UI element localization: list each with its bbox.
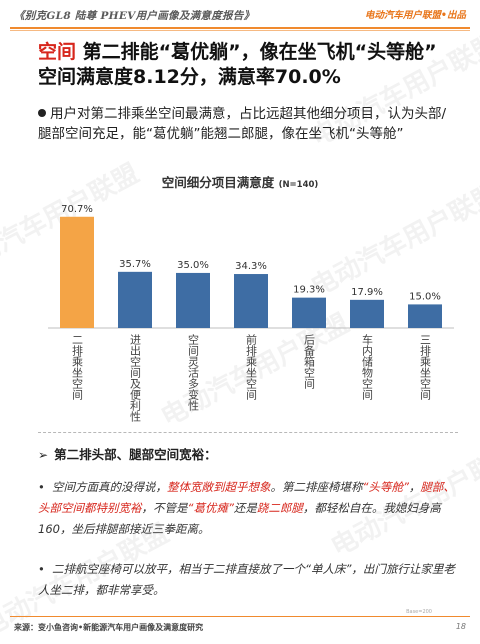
bar-value-label: 35.7% <box>119 259 151 270</box>
bar <box>234 274 268 328</box>
quote-highlight: 整体宽敞到超乎想象 <box>167 480 271 494</box>
report-title: 《别克GL8 陆尊 PHEV用户画像及满意度报告》 <box>14 10 255 22</box>
section-heading: ➢ 第二排头部、腿部空间宽裕： <box>38 444 217 463</box>
quote-highlight: 跷二郎腿 <box>256 501 303 515</box>
bullet-dot-icon <box>38 109 46 117</box>
header-rule <box>10 27 470 29</box>
arrow-bullet-icon: ➢ <box>38 448 49 462</box>
page-number: 18 <box>455 622 466 631</box>
category-label: 车内储物空间 <box>361 333 374 401</box>
category-label: 前排乘坐空间 <box>245 333 258 401</box>
category-label: 二排乘坐空间 <box>71 334 84 401</box>
intro-paragraph: 用户对第二排乘坐空间最满意，占比远超其他细分项目，认为头部/腿部空间充足，能“葛… <box>38 104 458 144</box>
bar-value-label: 35.0% <box>177 260 209 271</box>
footer-source: 来源：变小鱼咨询•新能源汽车用户画像及满意度研究 <box>14 623 204 632</box>
quote-text: ， <box>408 480 421 494</box>
bar <box>292 297 326 328</box>
title-line2: 空间满意度8.12分，满意率70.0% <box>38 66 341 88</box>
footer-mark: Base=200 <box>406 609 432 615</box>
page-title: 空间 第二排能“葛优躺”，像在坐飞机“头等舱” 空间满意度8.12分，满意率70… <box>38 40 468 90</box>
bar-value-label: 19.3% <box>293 285 325 296</box>
bullet-icon: • <box>38 562 45 576</box>
section-divider <box>38 432 458 433</box>
footer-rule <box>10 616 470 617</box>
quote-highlight: “头等舱” <box>362 480 409 494</box>
quote-highlight: 腿部、头部空间都特别宽裕 <box>38 480 455 515</box>
bar-value-label: 34.3% <box>235 261 267 272</box>
bar-value-label: 70.7% <box>61 204 93 215</box>
header-rule-thin <box>10 30 470 31</box>
bar <box>60 216 94 328</box>
chart-title-text: 空间细分项目满意度 <box>161 175 275 190</box>
bar <box>176 272 210 328</box>
category-label: 后备箱空间 <box>303 334 316 390</box>
chart-title-note: (N=140) <box>278 180 319 190</box>
quote-highlight: “葛优瘫” <box>187 501 234 515</box>
bar-value-label: 17.9% <box>351 287 383 298</box>
bullet-icon: • <box>38 480 45 494</box>
title-highlight: 空间 <box>38 41 77 63</box>
intro-text: 用户对第二排乘坐空间最满意，占比远超其他细分项目，认为头部/腿部空间充足，能“葛… <box>38 106 447 142</box>
quote-text: 还是 <box>233 501 257 515</box>
bar <box>408 304 442 328</box>
section-heading-text: 第二排头部、腿部空间宽裕： <box>54 447 217 462</box>
category-label: 进出空间及便利性 <box>129 334 142 423</box>
brand-tag: 电动汽车用户联盟•出品 <box>364 10 466 21</box>
quote-text: 空间方面真的没得说， <box>52 480 167 494</box>
bar-value-label: 15.0% <box>409 291 441 302</box>
bar <box>350 299 384 328</box>
chart-title: 空间细分项目满意度 (N=140) <box>0 172 480 191</box>
title-line1: 第二排能“葛优躺”，像在坐飞机“头等舱” <box>76 41 437 63</box>
quote-text: 二排航空座椅可以放平，相当于二排直接放了一个“单人床”，出门旅行让家里老人坐二排… <box>38 562 455 597</box>
quote-paragraph-1: • 空间方面真的没得说，整体宽敞到超乎想象。第二排座椅堪称“头等舱”，腿部、头部空… <box>38 477 458 540</box>
quote-text: 。第二排座椅堪称 <box>270 480 363 494</box>
quote-paragraph-2: • 二排航空座椅可以放平，相当于二排直接放了一个“单人床”，出门旅行让家里老人坐二… <box>38 559 458 601</box>
bar <box>118 271 152 328</box>
category-label: 空间灵活多变性 <box>187 333 200 412</box>
quote-text: ，不管是 <box>141 501 188 515</box>
category-label: 三排乘坐空间 <box>419 334 432 401</box>
bar-chart: 70.7% 二排乘坐空间 35.7% 进出空间及便利性 35.0% 空间灵活多变性 34.3… <box>48 204 454 423</box>
quote-text: ，都轻松自在。我媳妇身高160，坐后排腿部接近三拳距离。 <box>38 501 441 536</box>
